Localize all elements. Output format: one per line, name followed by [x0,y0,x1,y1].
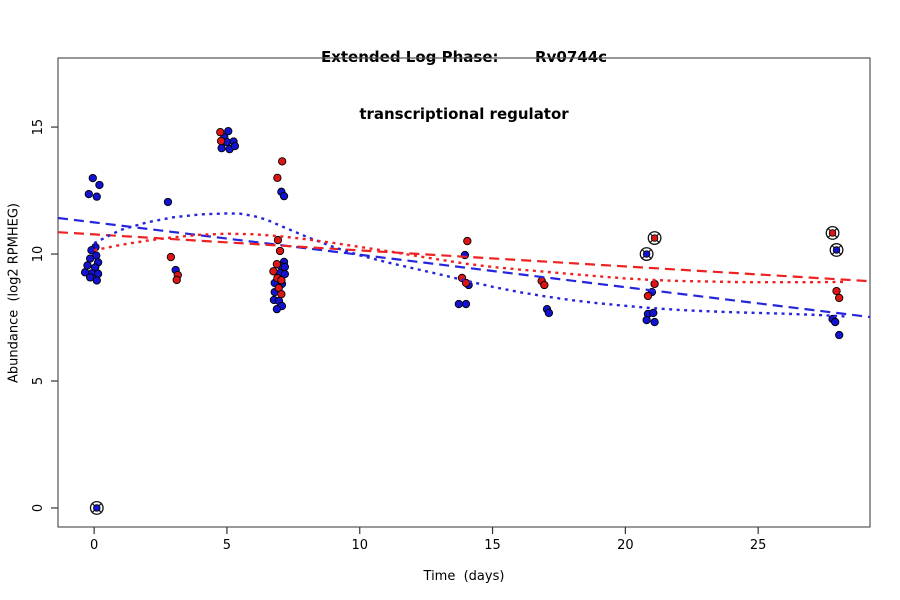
outlier-point [828,229,837,237]
data-point [269,267,278,276]
data-point [166,252,176,262]
data-point [224,126,233,136]
data-point [277,276,286,285]
outlier-marker [89,501,104,515]
data-point [163,197,173,207]
data-point [463,236,472,246]
x-axis-label: Time (days) [423,569,505,584]
series-red-replicates [166,127,844,303]
data-point [273,235,283,245]
data-point [650,317,659,327]
trend-line-red-loess-fit [93,232,846,284]
data-point [88,173,97,183]
series-blue-replicates [80,126,844,340]
data-point [85,254,95,263]
data-point [216,136,226,146]
outlier-point [650,234,659,242]
data-point [272,260,282,269]
data-point [643,291,653,301]
data-point [277,290,286,299]
data-point [230,141,240,151]
x-tick-label: 5 [223,538,231,553]
data-point [278,157,287,166]
data-point [831,317,840,327]
x-tick-label: 20 [617,538,634,553]
outlier-marker [829,243,844,257]
data-point [835,293,844,303]
data-point [95,180,104,190]
outlier-point [642,250,651,258]
data-point [279,191,289,201]
outlier-marker [647,231,662,245]
outlier-point [832,246,841,254]
data-point [273,173,282,183]
data-point [540,280,549,290]
data-point [275,246,285,256]
data-point [172,275,181,285]
x-tick-label: 25 [750,538,767,553]
chart-title: Extended Log Phase: Rv0744c transcriptio… [58,10,870,162]
outlier-circle [639,247,654,261]
data-point [835,330,844,340]
data-point [454,299,463,309]
data-point [649,308,658,318]
chart-title-line2: transcriptional regulator [359,105,569,123]
plot-box [57,57,871,528]
data-point [85,273,95,282]
x-tick-label: 0 [90,538,98,553]
y-tick-label: 5 [31,377,46,385]
outlier-marker [639,247,654,261]
x-tick-label: 10 [351,538,368,553]
data-point [216,127,225,137]
data-point [544,308,554,318]
data-point [642,315,651,325]
y-tick-label: 10 [31,246,46,263]
trend-line-red-linear-fit [57,231,871,283]
data-point [92,192,101,201]
data-point [84,189,93,199]
y-tick-label: 15 [31,119,46,136]
x-tick-label: 15 [484,538,501,553]
data-point [280,269,289,279]
data-point [93,269,103,278]
data-point [272,304,282,314]
data-point [92,276,101,285]
y-tick-label: 0 [31,504,46,512]
outlier-circle [647,231,662,245]
chart-title-line1: Extended Log Phase: Rv0744c [320,48,608,66]
data-point [461,299,471,309]
outlier-circle [829,243,844,257]
data-point [217,143,226,153]
outlier-marker [825,226,840,240]
data-point [832,286,841,296]
data-point [650,279,659,289]
outlier-circle [89,501,104,515]
outlier-circle [825,226,840,240]
data-point [83,261,92,270]
outlier-point [93,504,101,512]
